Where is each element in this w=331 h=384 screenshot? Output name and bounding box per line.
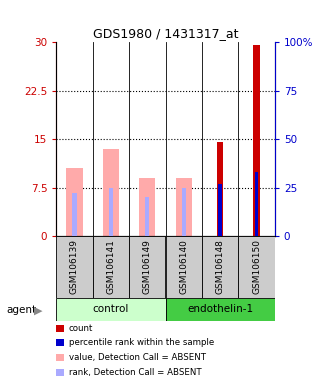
Bar — [255, 172, 258, 236]
Text: rank, Detection Call = ABSENT: rank, Detection Call = ABSENT — [69, 367, 201, 377]
Text: GSM106140: GSM106140 — [179, 240, 188, 294]
Bar — [145, 197, 150, 236]
Title: GDS1980 / 1431317_at: GDS1980 / 1431317_at — [93, 26, 238, 40]
Bar — [56, 236, 93, 298]
Text: GSM106141: GSM106141 — [106, 240, 116, 294]
Bar — [139, 178, 156, 236]
Bar — [166, 236, 202, 298]
Text: agent: agent — [7, 305, 37, 315]
Bar — [253, 45, 260, 236]
Text: count: count — [69, 324, 93, 333]
Bar — [181, 188, 186, 236]
Text: percentile rank within the sample: percentile rank within the sample — [69, 338, 214, 348]
Bar — [66, 168, 83, 236]
Text: control: control — [93, 304, 129, 314]
Bar — [218, 184, 222, 236]
Bar — [166, 298, 275, 321]
Text: value, Detection Call = ABSENT: value, Detection Call = ABSENT — [69, 353, 206, 362]
Bar — [238, 236, 275, 298]
Bar — [93, 236, 129, 298]
Bar — [175, 178, 192, 236]
Text: GSM106150: GSM106150 — [252, 239, 261, 295]
Bar — [129, 236, 166, 298]
Text: GSM106148: GSM106148 — [215, 240, 225, 294]
Bar — [72, 194, 77, 236]
Text: GSM106139: GSM106139 — [70, 239, 79, 295]
Text: GSM106149: GSM106149 — [143, 240, 152, 294]
Bar — [109, 188, 113, 236]
Bar — [217, 142, 223, 236]
Text: ▶: ▶ — [34, 305, 42, 315]
Bar — [56, 298, 166, 321]
Bar — [103, 149, 119, 236]
Text: endothelin-1: endothelin-1 — [187, 304, 253, 314]
Bar — [202, 236, 238, 298]
